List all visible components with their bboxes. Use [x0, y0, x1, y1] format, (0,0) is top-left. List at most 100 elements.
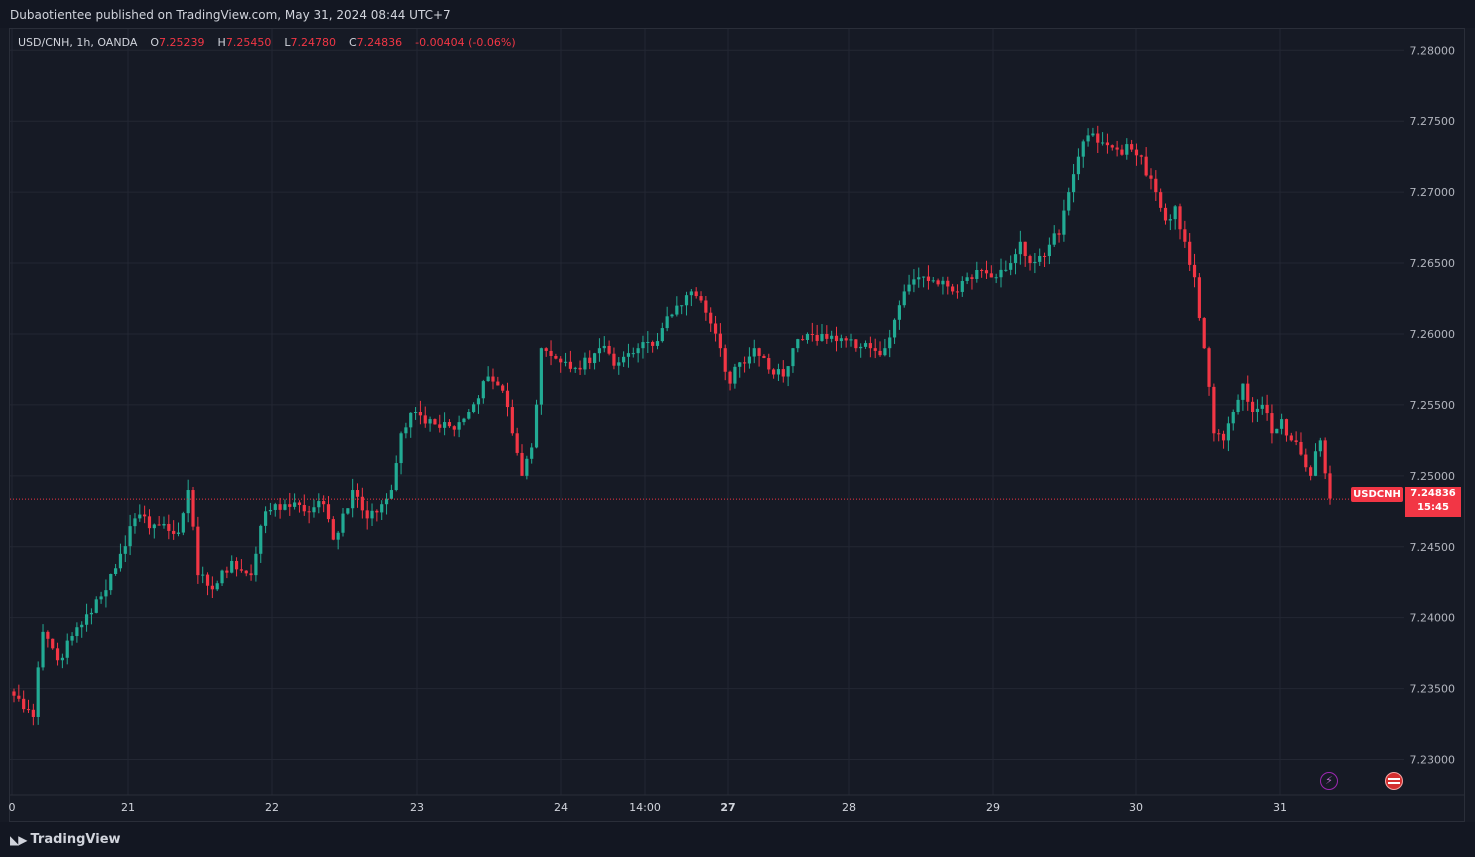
candle-body	[849, 339, 853, 341]
candle-body	[336, 532, 340, 540]
candle-body	[1241, 383, 1245, 400]
candle-body	[602, 345, 606, 349]
candle-body	[912, 279, 916, 285]
candle-body	[1202, 318, 1206, 349]
candle-body	[941, 280, 945, 285]
candle-body	[22, 698, 26, 710]
bar-countdown: 15:45	[1417, 502, 1449, 513]
candle-body	[80, 624, 84, 628]
price-tick-label: 7.26000	[1410, 328, 1456, 341]
price-tick-label: 7.27500	[1410, 115, 1456, 128]
candle-body	[892, 319, 897, 338]
candle-body	[322, 501, 326, 505]
publisher-caption: Dubaotientee published on TradingView.co…	[10, 8, 451, 22]
candle-body	[278, 504, 282, 510]
candle-body	[1115, 147, 1119, 150]
us-flag-icon[interactable]	[1385, 772, 1403, 790]
tradingview-logo-icon: ◣▶	[10, 832, 27, 847]
candle-body	[747, 356, 752, 364]
candle-body	[109, 573, 113, 591]
candle-body	[428, 419, 432, 424]
candle-body	[60, 657, 64, 661]
candle-body	[554, 355, 558, 359]
time-tick-label: 27	[720, 801, 735, 814]
candle-body	[738, 362, 742, 367]
candle-body	[559, 358, 563, 363]
candle-body	[1081, 141, 1085, 157]
candle-body	[234, 560, 239, 570]
grid	[10, 29, 1465, 796]
candle-body	[592, 353, 597, 364]
candle-body	[1309, 467, 1313, 476]
candle-body	[1120, 149, 1124, 155]
symbol-price-tag: USDCNH	[1351, 487, 1403, 502]
candle-body	[699, 296, 703, 301]
candle-body	[186, 490, 190, 514]
candle-body	[1323, 440, 1327, 474]
candle-body	[138, 514, 142, 519]
candle-body	[462, 418, 466, 423]
candle-body	[413, 412, 418, 413]
candle-body	[583, 357, 587, 370]
candle-body	[1284, 419, 1289, 436]
candle-body	[752, 348, 756, 357]
candle-body	[622, 356, 626, 363]
time-tick-label: 14:00	[629, 801, 661, 814]
candle-body	[1270, 413, 1274, 434]
candle-body	[1033, 261, 1037, 264]
candle-body	[505, 390, 510, 408]
candle-body	[1134, 149, 1139, 156]
tradingview-brand: TradingView	[30, 832, 121, 847]
candle-body	[481, 381, 485, 399]
candle-body	[1018, 241, 1022, 255]
candle-body	[1047, 244, 1051, 257]
candle-body	[883, 348, 887, 356]
candle-body	[70, 636, 74, 641]
candle-body	[525, 458, 529, 476]
candle-body	[704, 300, 708, 313]
candle-body	[491, 376, 495, 382]
candle-body	[94, 599, 98, 613]
chart-frame[interactable]	[9, 28, 1465, 822]
tradingview-logo[interactable]: ◣▶ TradingView	[10, 832, 121, 847]
candle-body	[1038, 255, 1042, 262]
time-axis[interactable]: 0 21 22 23 24 14:00 27 28 29 30 31	[9, 801, 1288, 814]
candle-body	[984, 270, 989, 274]
candle-body	[568, 361, 572, 369]
candle-body	[259, 525, 263, 554]
price-tick-label: 7.28000	[1410, 44, 1456, 57]
candle-body	[89, 612, 94, 615]
candle-body	[46, 631, 50, 639]
price-tick-label: 7.24500	[1410, 541, 1456, 554]
candle-body	[370, 510, 374, 519]
candle-body	[578, 367, 582, 370]
candle-body	[215, 583, 219, 590]
candle-body	[815, 334, 819, 341]
candle-body	[791, 348, 795, 367]
candle-body	[907, 284, 911, 292]
price-tick-label: 7.27000	[1410, 186, 1456, 199]
candle-body	[1236, 399, 1240, 412]
legend-high: 7.25450	[225, 36, 272, 49]
candle-body	[926, 276, 931, 281]
candle-body	[360, 496, 364, 511]
candle-body	[394, 463, 398, 491]
candle-body	[1212, 386, 1216, 434]
candle-body	[955, 291, 960, 293]
candle-body	[665, 316, 669, 329]
price-tick-label: 7.23000	[1410, 754, 1456, 767]
candle-body	[12, 691, 16, 696]
candle-body	[878, 350, 882, 356]
candle-body	[1260, 404, 1264, 409]
candle-body	[1110, 145, 1114, 148]
lightning-icon[interactable]: ⚡	[1320, 772, 1338, 790]
candle-body	[201, 574, 205, 576]
candle-body	[404, 427, 408, 434]
candle-body	[1028, 256, 1032, 264]
candle-body	[1294, 440, 1298, 442]
candle-body	[254, 553, 258, 576]
candle-body	[970, 277, 974, 279]
candle-body	[1057, 233, 1061, 235]
price-axis[interactable]: 7.28000 7.27500 7.27000 7.26500 7.26000 7.255…	[1410, 44, 1456, 766]
